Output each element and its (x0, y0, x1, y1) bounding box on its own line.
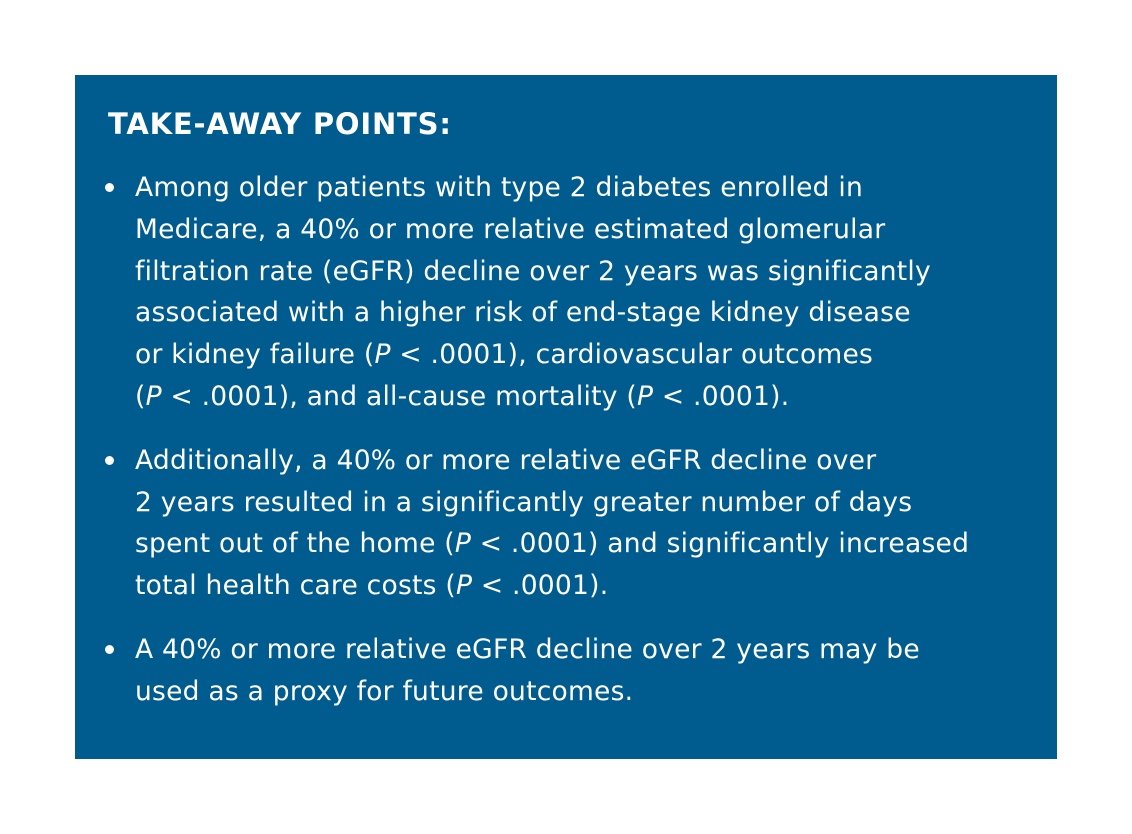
take-away-list: Among older patients with type 2 diabete… (75, 167, 1057, 735)
point-line: A 40% or more relative eGFR decline over… (135, 633, 920, 665)
point-line: or kidney failure (P < .0001), cardiovas… (135, 339, 874, 371)
point-line: Medicare, a 40% or more relative estimat… (135, 213, 886, 245)
point-line: used as a proxy for future outcomes. (135, 675, 634, 707)
bullet-icon (105, 455, 114, 465)
point-line: associated with a higher risk of end-sta… (135, 297, 911, 329)
bullet-icon (105, 644, 114, 654)
take-away-point-2: Additionally, a 40% or more relative eGF… (75, 440, 1057, 607)
point-line: total health care costs (P < .0001). (135, 570, 609, 602)
take-away-box: TAKE-AWAY POINTS: Among older patients w… (75, 75, 1057, 759)
box-title: TAKE-AWAY POINTS: (108, 107, 452, 141)
point-line: Among older patients with type 2 diabete… (135, 172, 864, 203)
point-line: 2 years resulted in a significantly grea… (135, 486, 913, 518)
point-line: filtration rate (eGFR) decline over 2 ye… (135, 255, 931, 287)
bullet-icon (105, 183, 114, 192)
point-line: Additionally, a 40% or more relative eGF… (135, 444, 877, 476)
point-line: (P < .0001), and all-cause mortality (P … (135, 380, 790, 412)
take-away-point-1: Among older patients with type 2 diabete… (75, 167, 1057, 418)
take-away-point-3: A 40% or more relative eGFR decline over… (75, 629, 1057, 713)
point-line: spent out of the home (P < .0001) and si… (135, 528, 970, 560)
